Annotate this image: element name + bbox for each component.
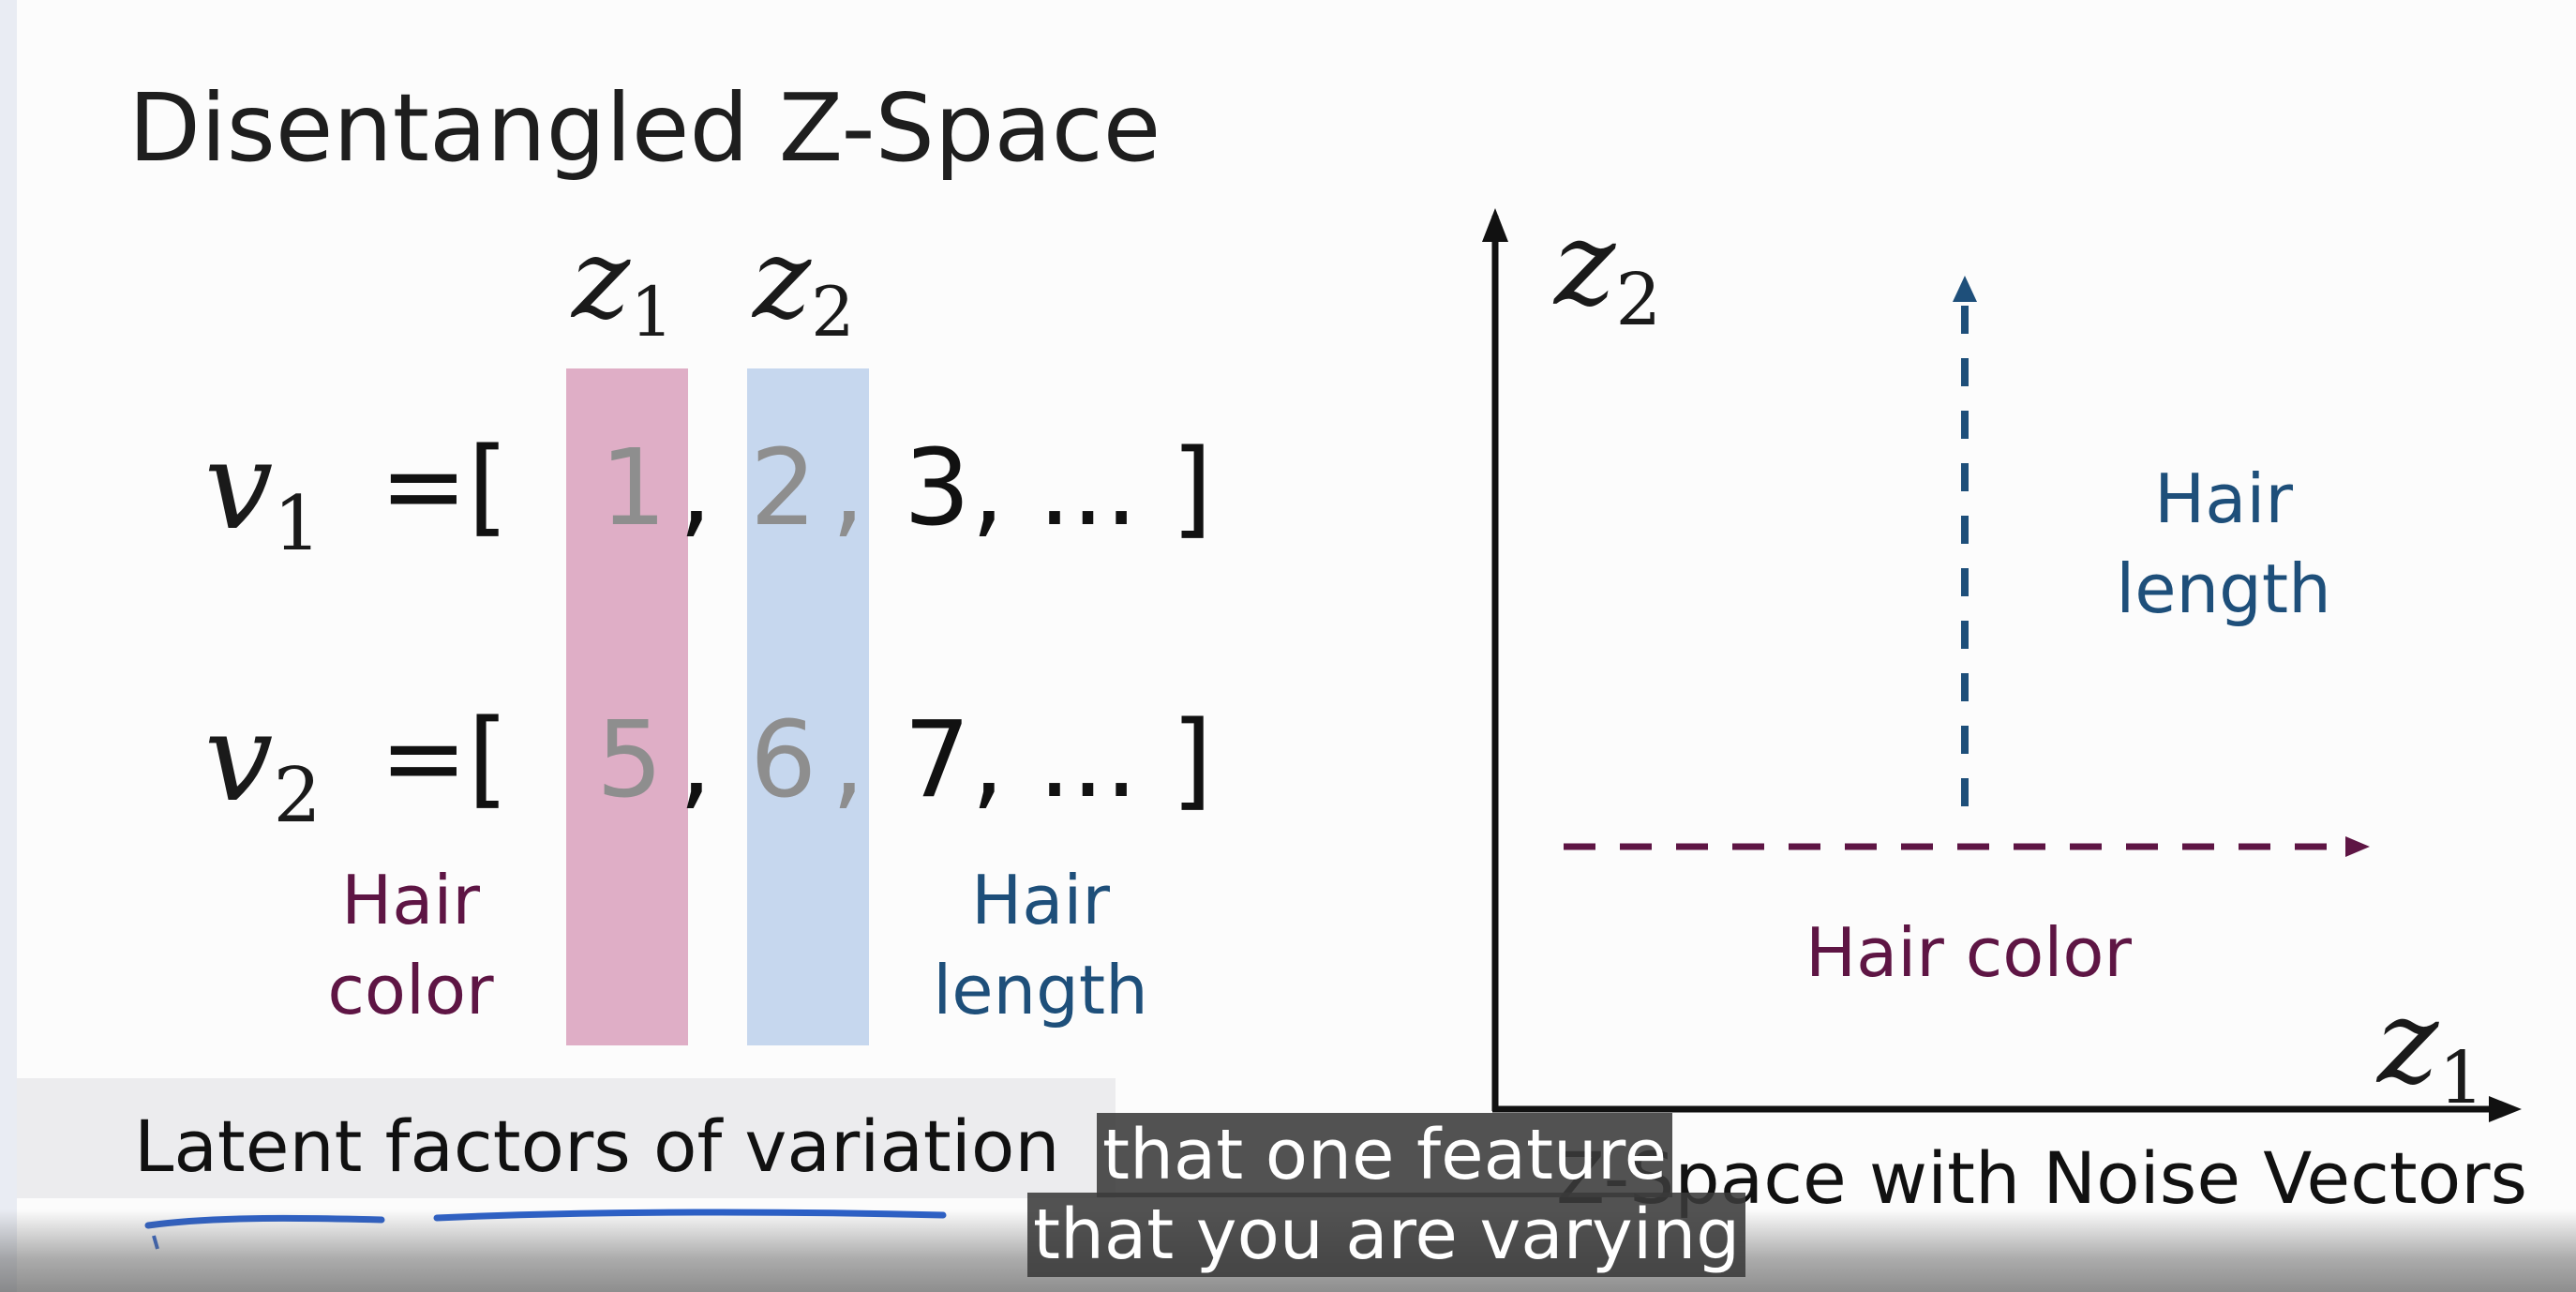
plot-x-axis-label: z1 bbox=[2377, 975, 2485, 1120]
v2-value-z2: 6 bbox=[750, 699, 817, 821]
v2-value-3: 7 bbox=[904, 699, 971, 821]
subtitle-line-1: that one feature bbox=[1097, 1113, 1673, 1197]
plot-hair-color-label: Hair color bbox=[1805, 913, 2133, 992]
slide-background bbox=[17, 0, 2576, 1292]
v1-symbol: v1 bbox=[204, 414, 322, 568]
hair-length-label: Hair length bbox=[933, 861, 1148, 1029]
left-window-edge bbox=[0, 0, 17, 1292]
y-axis-arrowhead bbox=[1482, 208, 1508, 242]
z2-column-header: z2 bbox=[753, 214, 855, 353]
z1-column-header: z1 bbox=[572, 214, 674, 353]
plot-y-axis-label: z2 bbox=[1554, 197, 1662, 342]
hair-color-arrowhead bbox=[2345, 836, 2370, 857]
v2-equals-bracket: =[ bbox=[380, 698, 509, 819]
v1-value-z1: 1 bbox=[600, 428, 667, 549]
v1-comma-z2: , bbox=[831, 428, 865, 549]
v2-value-z1: 5 bbox=[596, 699, 664, 821]
v1-equals-bracket: =[ bbox=[380, 426, 509, 548]
v1-comma: , bbox=[679, 428, 712, 549]
v1-value-3: 3 bbox=[904, 428, 971, 549]
v2-comma-z2: , bbox=[831, 699, 865, 821]
x-axis-arrowhead bbox=[2489, 1096, 2522, 1122]
v2-symbol: v2 bbox=[204, 686, 322, 840]
z2-column-highlight bbox=[747, 368, 869, 1045]
v1-tail: , ... ] bbox=[971, 428, 1213, 549]
v1-value-z2: 2 bbox=[750, 428, 817, 549]
v2-tail: , ... ] bbox=[971, 699, 1213, 821]
footer-band bbox=[17, 1078, 1116, 1198]
subtitle-line-2: that you are varying bbox=[1027, 1193, 1746, 1277]
latent-factors-footer: Latent factors of variation bbox=[134, 1104, 1060, 1188]
slide-title: Disentangled Z-Space bbox=[128, 73, 1161, 183]
plot-hair-length-label: Hair length bbox=[2116, 459, 2331, 628]
z1-column-highlight bbox=[566, 368, 688, 1045]
v2-comma: , bbox=[679, 699, 712, 821]
hair-color-label: Hair color bbox=[327, 861, 494, 1029]
hair-length-arrowhead bbox=[1953, 276, 1977, 302]
